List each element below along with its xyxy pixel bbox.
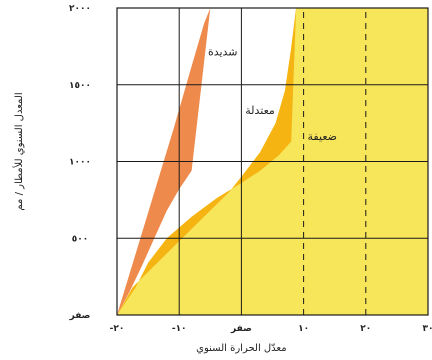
x-tick-label: ١٠ bbox=[298, 324, 309, 334]
region-label: شديدة bbox=[208, 46, 238, 59]
y-tick-label: ١٥٠٠ bbox=[69, 81, 91, 91]
y-tick-label: ١٠٠٠ bbox=[69, 158, 91, 168]
region-label: معتدلة bbox=[245, 104, 275, 117]
x-tick-label: ٢٠ bbox=[360, 324, 371, 334]
x-tick-label: صفر bbox=[230, 324, 252, 334]
y-axis-title: المعدل السنوي للأمطار / مم bbox=[12, 92, 25, 210]
region-label: ضعيفة bbox=[308, 130, 337, 143]
x-axis-title: معدّل الحرارة السنوي bbox=[196, 343, 286, 354]
y-tick-label: صفر bbox=[69, 311, 91, 321]
y-tick-label: ٥٠٠ bbox=[72, 234, 88, 244]
x-tick-label: -٢٠ bbox=[110, 324, 125, 334]
x-tick-label: ٣٠ bbox=[423, 324, 432, 334]
plot-frame bbox=[116, 7, 429, 316]
y-tick-label: ٢٠٠٠ bbox=[69, 4, 91, 14]
x-tick-label: -١٠ bbox=[172, 324, 187, 334]
